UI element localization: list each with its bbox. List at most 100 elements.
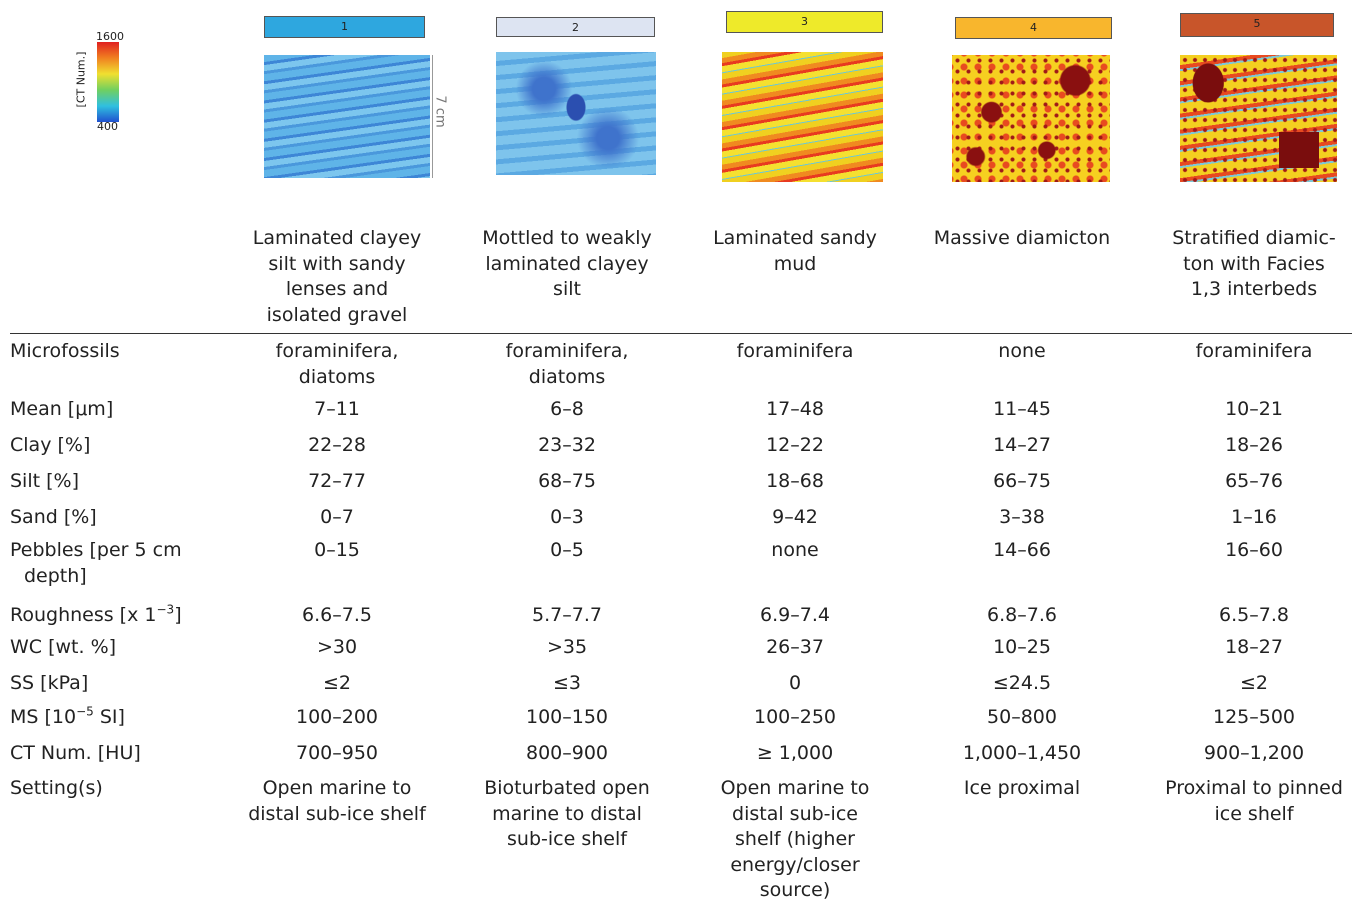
row-label-text: Clay [%]: [10, 434, 91, 456]
table-cell: 700–950: [295, 742, 379, 764]
table-cell: Bioturbated open marine to distal sub-ic…: [484, 777, 650, 850]
ct-image: [722, 52, 883, 182]
table-cell: 0–7: [320, 506, 354, 528]
table-cell: >35: [546, 636, 588, 658]
facies-bar: 2: [496, 17, 655, 37]
row-label-text: ]: [174, 604, 182, 626]
table-cell: 0–5: [550, 539, 584, 561]
table-cell: 14–27: [993, 434, 1051, 456]
row-label-text: Roughness [x 1: [10, 604, 157, 626]
row-label: Silt [%]: [10, 469, 254, 495]
row-label: Setting(s): [10, 776, 254, 802]
table-cell: Open marine to distal sub-ice shelf (hig…: [720, 777, 870, 901]
table-cell: 0–15: [314, 539, 360, 561]
table-cell: 14–66: [993, 539, 1051, 561]
row-label: SS [kPa]: [10, 671, 254, 697]
ct-image: [1180, 55, 1337, 182]
table-cell: 10–21: [1225, 398, 1283, 420]
row-label: Roughness [x 1−3]: [10, 603, 254, 629]
table-cell: 66–75: [993, 470, 1051, 492]
table-cell: 6.6–7.5: [302, 604, 372, 626]
facies-bar: 3: [726, 11, 883, 33]
table-cell: 0–3: [550, 506, 584, 528]
table-cell: 10–25: [993, 636, 1051, 658]
table-cell: 18–26: [1225, 434, 1283, 456]
facies-bar: 1: [264, 16, 425, 38]
ct-image: [264, 55, 430, 178]
table-cell: Open marine to distal sub-ice shelf: [248, 777, 426, 825]
row-label-text: CT Num. [HU]: [10, 742, 141, 764]
table-cell: foraminifera: [1195, 340, 1313, 362]
row-label-text: WC [wt. %]: [10, 636, 117, 658]
header-rule: [10, 333, 1352, 334]
table-cell: 9–42: [772, 506, 818, 528]
row-label-text: SI]: [93, 706, 125, 728]
facies-description: Massive diamicton: [933, 227, 1111, 249]
row-label-text: Pebbles [per 5 cm depth]: [10, 539, 182, 587]
row-label: Sand [%]: [10, 505, 254, 531]
table-cell: foraminifera, diatoms: [505, 340, 629, 388]
row-label-text: Microfossils: [10, 340, 120, 362]
ct-image: [952, 55, 1110, 182]
table-cell: ≤2: [1239, 672, 1268, 694]
table-cell: 100–150: [525, 706, 609, 728]
table-cell: ≤24.5: [992, 672, 1052, 694]
table-cell: 5.7–7.7: [532, 604, 602, 626]
table-cell: 100–200: [295, 706, 379, 728]
facies-description: Stratified diamic- ton with Facies 1,3 i…: [1172, 227, 1336, 300]
table-cell: 22–28: [308, 434, 366, 456]
row-label: Mean [μm]: [10, 397, 254, 423]
table-cell: 900–1,200: [1203, 742, 1305, 764]
colorbar-max: 1600: [96, 30, 124, 43]
row-label-text: Sand [%]: [10, 506, 97, 528]
table-cell: >30: [316, 636, 358, 658]
row-label: Clay [%]: [10, 433, 254, 459]
scale-line: [432, 55, 433, 178]
table-cell: ≥ 1,000: [756, 742, 834, 764]
table-cell: ≤3: [552, 672, 581, 694]
table-cell: none: [771, 539, 819, 561]
table-cell: 6.5–7.8: [1219, 604, 1289, 626]
facies-bar: 5: [1180, 13, 1334, 37]
table-cell: foraminifera: [736, 340, 854, 362]
row-label: WC [wt. %]: [10, 635, 254, 661]
row-label-exponent: −3: [156, 602, 175, 617]
row-label-exponent: −5: [76, 704, 94, 719]
table-cell: 26–37: [766, 636, 824, 658]
table-cell: 72–77: [308, 470, 366, 492]
table-cell: 6–8: [550, 398, 584, 420]
table-cell: 3–38: [999, 506, 1045, 528]
table-cell: 12–22: [766, 434, 824, 456]
table-cell: foraminifera, diatoms: [275, 340, 399, 388]
facies-description: Mottled to weakly laminated clayey silt: [482, 227, 652, 300]
table-cell: 50–800: [987, 706, 1057, 728]
row-label-text: Mean [μm]: [10, 398, 114, 420]
table-cell: 125–500: [1212, 706, 1296, 728]
ct-image: [496, 52, 656, 175]
table-cell: ≤2: [322, 672, 351, 694]
colorbar-min: 400: [97, 120, 118, 133]
row-label-text: Silt [%]: [10, 470, 79, 492]
table-cell: 6.9–7.4: [760, 604, 830, 626]
table-cell: none: [998, 340, 1046, 362]
table-cell: Ice proximal: [963, 777, 1081, 799]
table-cell: 7–11: [314, 398, 360, 420]
table-cell: 16–60: [1225, 539, 1283, 561]
facies-description: Laminated clayey silt with sandy lenses …: [252, 227, 422, 326]
table-cell: 100–250: [753, 706, 837, 728]
table-cell: 18–27: [1225, 636, 1283, 658]
table-cell: 68–75: [538, 470, 596, 492]
colorbar: [97, 42, 119, 122]
table-cell: 6.8–7.6: [987, 604, 1057, 626]
table-cell: 23–32: [538, 434, 596, 456]
facies-bar: 4: [955, 17, 1112, 39]
table-cell: 65–76: [1225, 470, 1283, 492]
row-label: CT Num. [HU]: [10, 741, 254, 767]
scale-label: 7 cm: [432, 95, 448, 128]
row-label-text: Setting(s): [10, 777, 103, 799]
table-cell: 1,000–1,450: [962, 742, 1082, 764]
row-label: Pebbles [per 5 cm depth]: [10, 538, 254, 589]
table-cell: 11–45: [993, 398, 1051, 420]
table-cell: 18–68: [766, 470, 824, 492]
